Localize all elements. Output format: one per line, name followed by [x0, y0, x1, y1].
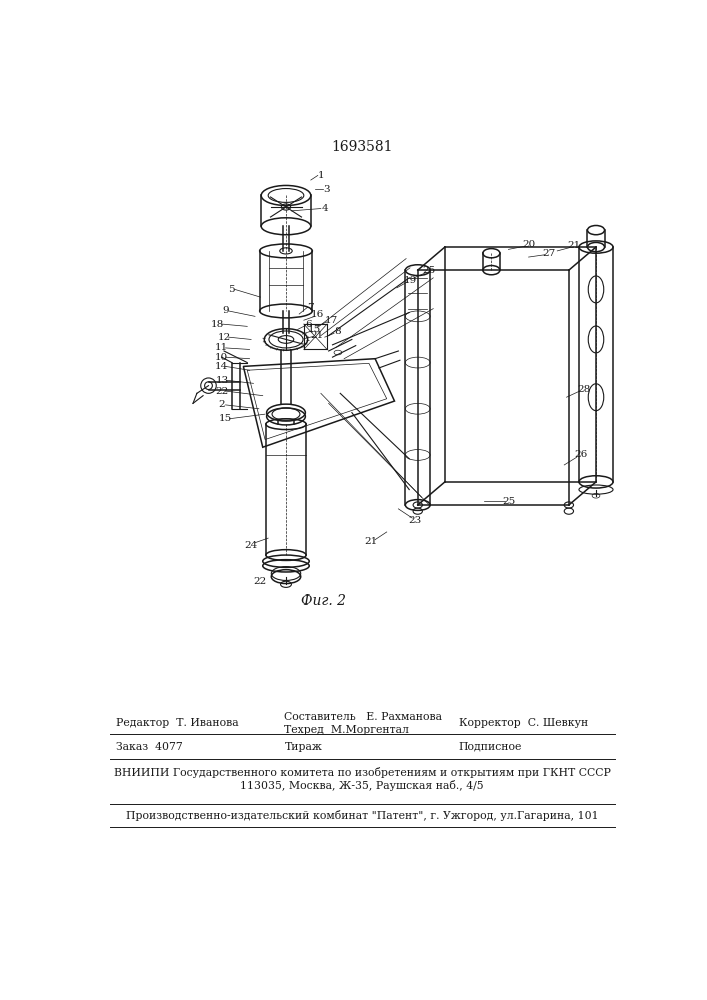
Text: Тираж: Тираж	[284, 742, 322, 752]
Text: 22: 22	[215, 387, 228, 396]
Text: 21: 21	[567, 241, 580, 250]
Text: 14: 14	[215, 362, 228, 371]
Text: 25: 25	[503, 497, 516, 506]
Text: 26: 26	[575, 450, 588, 459]
Text: 2: 2	[218, 400, 225, 409]
Text: 24: 24	[245, 541, 258, 550]
Text: 11: 11	[215, 343, 228, 352]
Text: 27: 27	[542, 249, 556, 258]
Text: 23: 23	[409, 516, 422, 525]
Text: 10: 10	[215, 353, 228, 362]
Text: 6: 6	[305, 320, 312, 329]
Text: 7: 7	[308, 303, 314, 312]
Text: 21: 21	[365, 537, 378, 546]
Text: 19: 19	[404, 276, 417, 285]
Text: 18: 18	[211, 320, 223, 329]
Text: ВНИИПИ Государственного комитета по изобретениям и открытиям при ГКНТ СССР: ВНИИПИ Государственного комитета по изоб…	[114, 767, 610, 778]
Text: 113035, Москва, Ж-35, Раушская наб., 4/5: 113035, Москва, Ж-35, Раушская наб., 4/5	[240, 780, 484, 791]
Text: 5: 5	[228, 285, 235, 294]
Text: Редактор  Т. Иванова: Редактор Т. Иванова	[115, 718, 238, 728]
Text: 15: 15	[308, 325, 321, 334]
Text: Корректор  С. Шевкун: Корректор С. Шевкун	[459, 718, 588, 728]
Text: Производственно-издательский комбинат "Патент", г. Ужгород, ул.Гагарина, 101: Производственно-издательский комбинат "П…	[126, 810, 598, 821]
Text: 17: 17	[325, 316, 337, 325]
Text: Заказ  4077: Заказ 4077	[115, 742, 182, 752]
Text: 8: 8	[334, 327, 341, 336]
Text: 1: 1	[317, 171, 325, 180]
Text: 3: 3	[323, 185, 329, 194]
Text: Составитель   Е. Рахманова: Составитель Е. Рахманова	[284, 712, 443, 722]
Text: 13: 13	[216, 376, 229, 385]
Text: 25: 25	[423, 266, 436, 275]
Text: 22: 22	[254, 578, 267, 586]
Text: 28: 28	[578, 385, 591, 394]
Text: 1693581: 1693581	[331, 140, 392, 154]
Text: 12: 12	[218, 333, 231, 342]
Text: Фиг. 2: Фиг. 2	[300, 594, 346, 608]
Text: 16: 16	[311, 310, 325, 319]
Text: Техред  М.Моргентал: Техред М.Моргентал	[284, 725, 409, 735]
Text: 15: 15	[219, 414, 232, 423]
Text: 9: 9	[222, 306, 229, 315]
Text: 4: 4	[322, 204, 328, 213]
Text: Подписное: Подписное	[459, 742, 522, 752]
Text: 20: 20	[522, 240, 535, 249]
Text: 21: 21	[310, 331, 324, 340]
